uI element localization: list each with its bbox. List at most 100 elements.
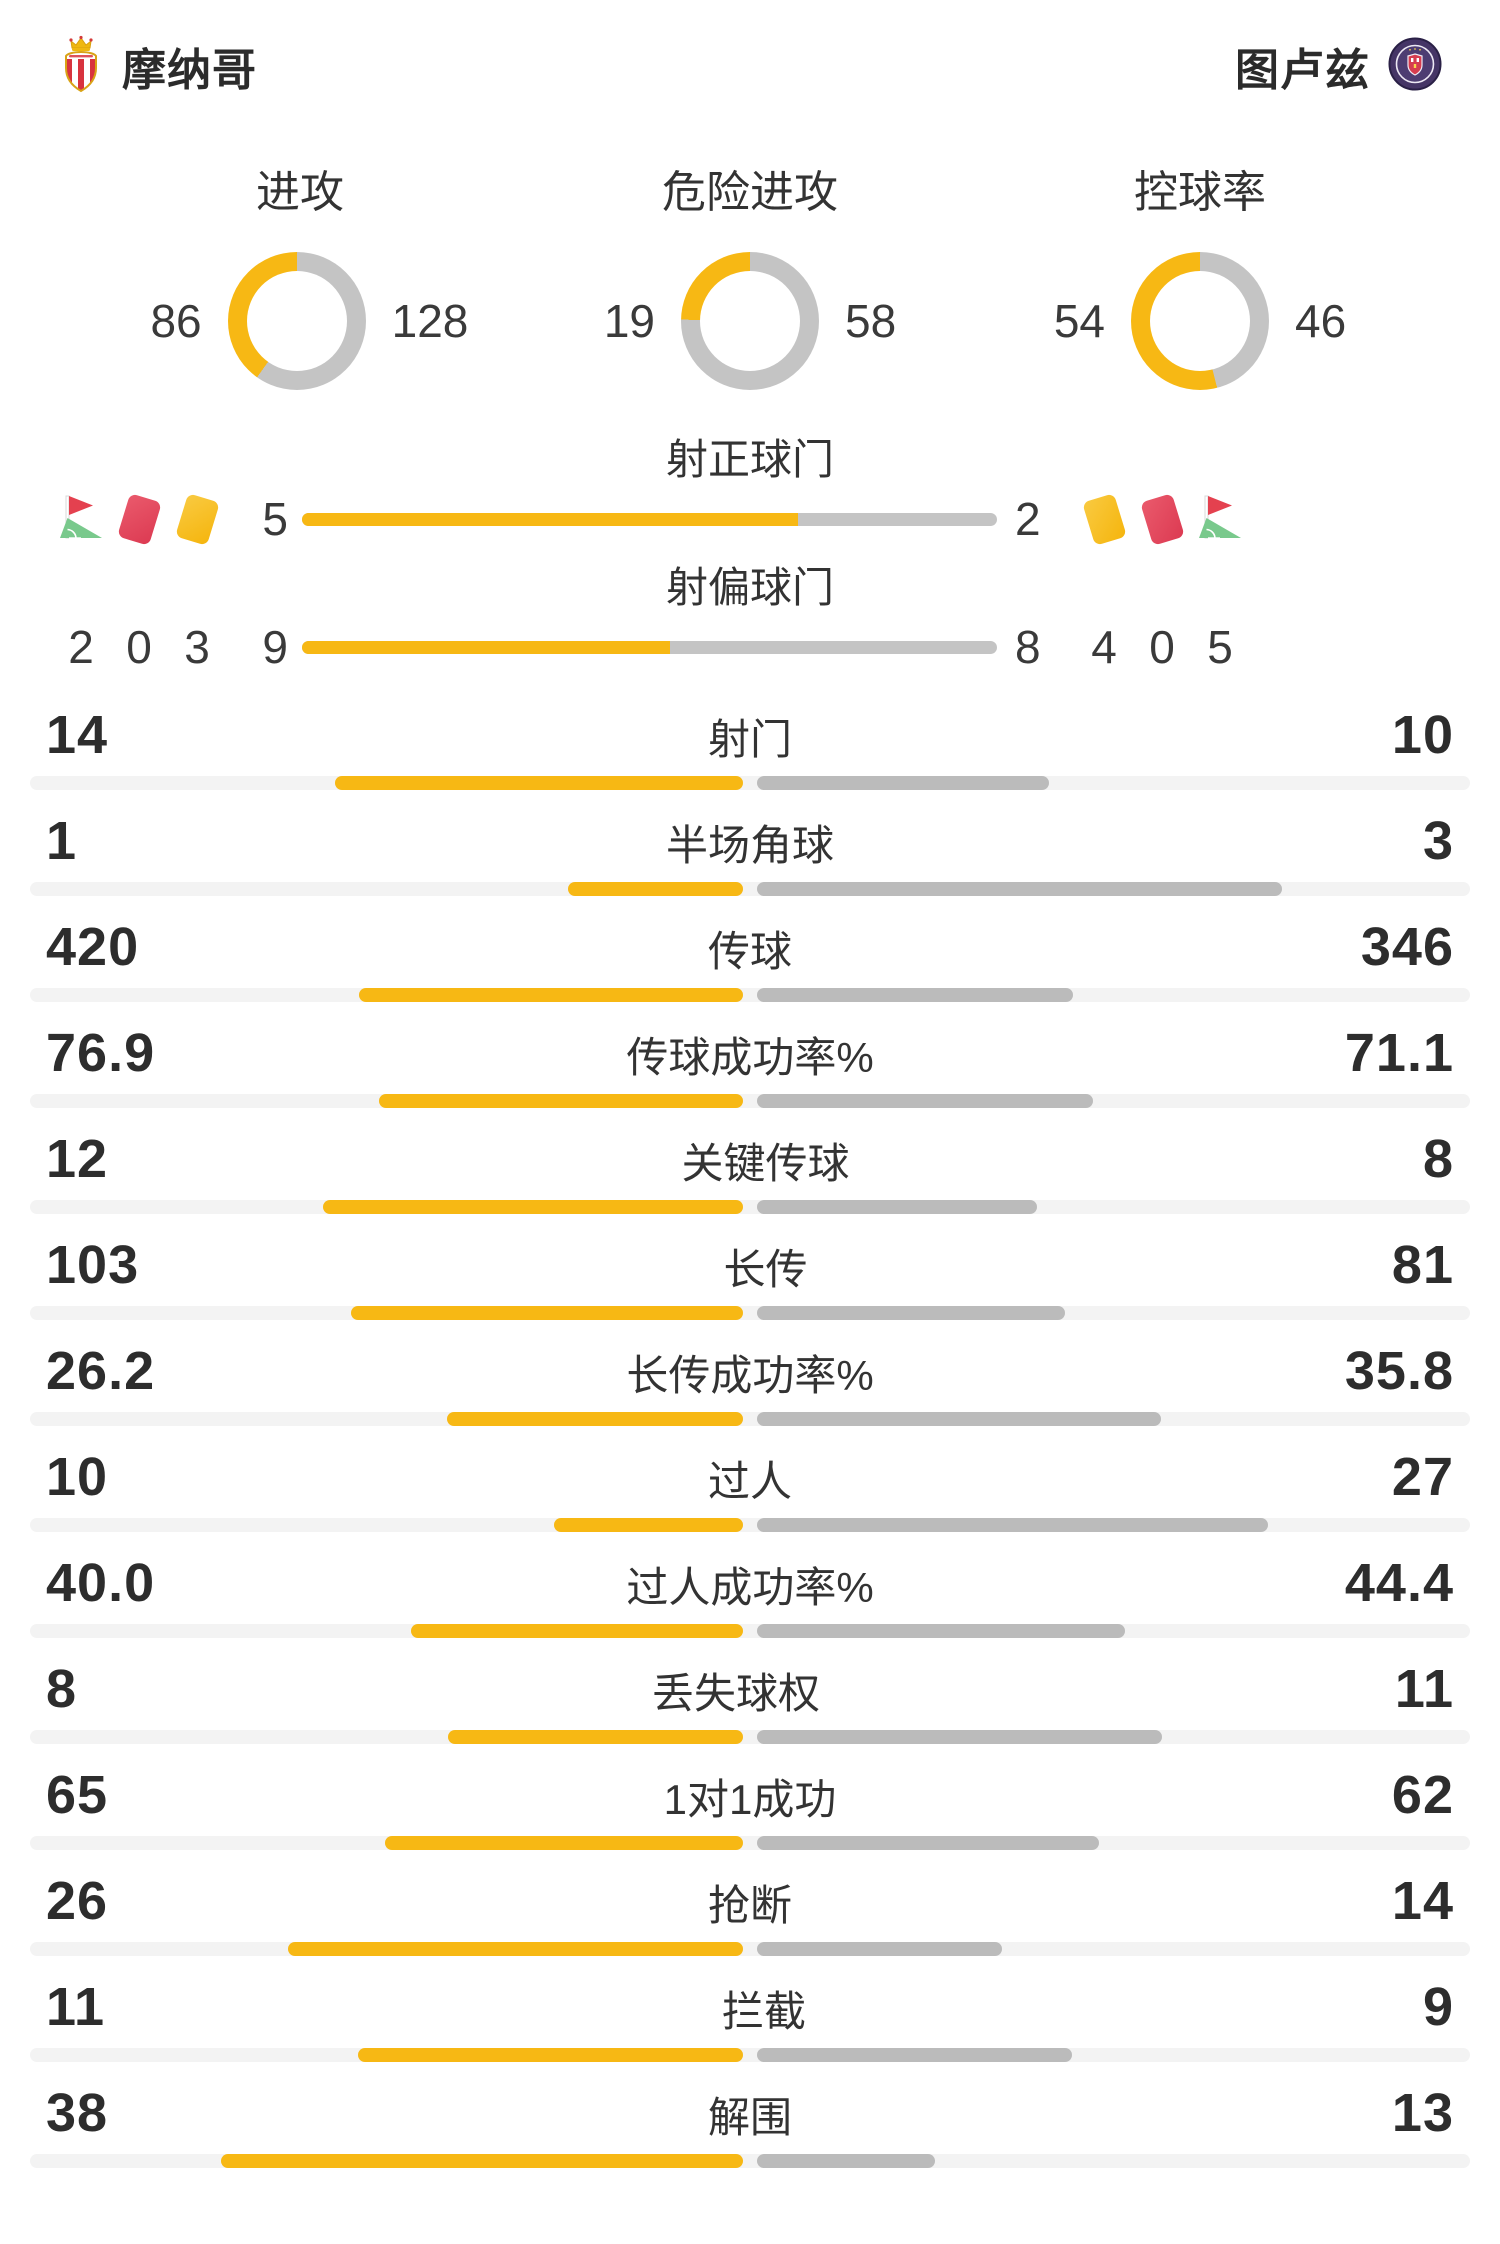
yellow-card-icon bbox=[168, 492, 226, 546]
home-red-cards-count: 0 bbox=[126, 621, 152, 673]
match-header: 摩纳哥 图卢兹 bbox=[0, 0, 1500, 98]
stat-bar-track bbox=[30, 776, 1470, 790]
shots-off-target-away-value: 8 bbox=[1015, 621, 1041, 673]
shots-on-target-away-value: 2 bbox=[1015, 493, 1041, 545]
stat-away-value: 14 bbox=[1391, 1871, 1454, 1931]
stat-label: 解围 bbox=[707, 2093, 792, 2141]
discipline-counts-away: 4 0 5 bbox=[1075, 620, 1251, 674]
stat-bar-away-fill bbox=[757, 1094, 1093, 1108]
stat-bar-away-fill bbox=[757, 2048, 1072, 2062]
stat-home-value: 10 bbox=[46, 1447, 109, 1507]
stat-bar-home-fill bbox=[448, 1730, 743, 1744]
home-yellow-cards-count: 3 bbox=[184, 621, 210, 673]
red-card-icon bbox=[110, 492, 168, 546]
stat-away-value: 346 bbox=[1360, 917, 1454, 977]
stat-label: 过人成功率% bbox=[626, 1563, 874, 1611]
stat-row: 8 丢失球权 11 bbox=[30, 1660, 1470, 1766]
corner-flag-icon bbox=[52, 492, 110, 546]
stat-home-value: 26 bbox=[46, 1871, 109, 1931]
stat-bar-away-fill bbox=[757, 1200, 1037, 1214]
stat-bar-home-fill bbox=[359, 988, 743, 1002]
stat-away-value: 44.4 bbox=[1344, 1553, 1454, 1613]
stat-bar-home-fill bbox=[554, 1518, 743, 1532]
stat-bar-away-fill bbox=[757, 882, 1282, 896]
stat-away-value: 9 bbox=[1422, 1977, 1454, 2037]
donut-attacks: 进攻 86 128 bbox=[88, 156, 512, 390]
stat-bar-away-fill bbox=[757, 1518, 1268, 1532]
stat-row: 38 解围 13 bbox=[30, 2084, 1470, 2190]
stat-bar-away-fill bbox=[757, 1624, 1125, 1638]
stat-bar-track bbox=[30, 988, 1470, 1002]
discipline-icons-away bbox=[1075, 492, 1251, 546]
stat-row: 11 拦截 9 bbox=[30, 1978, 1470, 2084]
stat-away-value: 62 bbox=[1391, 1765, 1454, 1825]
stat-away-value: 13 bbox=[1391, 2083, 1454, 2143]
stat-row: 65 1对1成功 62 bbox=[30, 1766, 1470, 1872]
shots-off-target-bar bbox=[302, 640, 997, 654]
away-yellow-cards-count: 4 bbox=[1091, 621, 1117, 673]
stat-bar-away-fill bbox=[757, 776, 1049, 790]
stat-row: 10 过人 27 bbox=[30, 1448, 1470, 1554]
stat-bar-track bbox=[30, 2154, 1470, 2168]
stat-row: 14 射门 10 bbox=[30, 706, 1470, 812]
stat-home-value: 8 bbox=[46, 1659, 78, 1719]
stat-home-value: 40.0 bbox=[46, 1553, 156, 1613]
donut-possession-chart bbox=[1131, 252, 1269, 390]
away-team-name: 图卢兹 bbox=[1235, 46, 1370, 95]
shots-section: 射正球门 5 2 bbox=[0, 434, 1500, 680]
donut-possession-away-value: 46 bbox=[1295, 295, 1347, 347]
stat-label: 过人 bbox=[707, 1457, 792, 1505]
shots-on-target-home-fill bbox=[302, 512, 799, 526]
home-team-name: 摩纳哥 bbox=[122, 46, 257, 95]
shots-on-target-bar bbox=[302, 512, 997, 526]
stat-label: 长传 bbox=[723, 1245, 808, 1293]
stat-label: 拦截 bbox=[722, 1987, 807, 2035]
stat-bar-away-fill bbox=[757, 2154, 935, 2168]
donut-possession-title: 控球率 bbox=[1134, 168, 1266, 217]
stat-row: 12 关键传球 8 bbox=[30, 1130, 1470, 1236]
stat-bar-track bbox=[30, 1624, 1470, 1638]
donut-dangerous-attacks-home-value: 19 bbox=[603, 295, 655, 347]
donut-possession-home-value: 54 bbox=[1053, 295, 1105, 347]
donut-attacks-away-value: 128 bbox=[391, 295, 469, 347]
stat-label: 半场角球 bbox=[665, 821, 834, 869]
stat-row: 40.0 过人成功率% 44.4 bbox=[30, 1554, 1470, 1660]
corner-flag-icon bbox=[1191, 492, 1249, 546]
stat-row: 103 长传 81 bbox=[30, 1236, 1470, 1342]
stat-home-value: 65 bbox=[46, 1765, 109, 1825]
stat-bar-track bbox=[30, 882, 1470, 896]
stat-label: 丢失球权 bbox=[651, 1669, 820, 1717]
red-card-icon bbox=[1133, 492, 1191, 546]
stats-list: 14 射门 10 1 半场角球 3 420 传球 346 76.9 传球成功率% 71.1 12 关键传球… bbox=[0, 706, 1500, 2190]
stat-label: 传球成功率% bbox=[626, 1033, 874, 1081]
shots-off-target-home-fill bbox=[302, 640, 670, 654]
stat-bar-home-fill bbox=[221, 2154, 743, 2168]
stat-home-value: 103 bbox=[46, 1235, 140, 1295]
stat-bar-track bbox=[30, 2048, 1470, 2062]
yellow-card-icon bbox=[1075, 492, 1133, 546]
stat-away-value: 27 bbox=[1391, 1447, 1454, 1507]
stat-bar-track bbox=[30, 1412, 1470, 1426]
stat-home-value: 420 bbox=[46, 917, 140, 977]
stat-label: 1对1成功 bbox=[663, 1775, 837, 1823]
stat-bar-home-fill bbox=[568, 882, 743, 896]
stat-bar-away-fill bbox=[757, 1836, 1099, 1850]
donut-charts: 进攻 86 128 危险进攻 19 58 控球率 54 46 bbox=[0, 156, 1500, 390]
stat-bar-track bbox=[30, 1942, 1470, 1956]
home-corners-count: 2 bbox=[68, 621, 94, 673]
stat-away-value: 11 bbox=[1394, 1659, 1454, 1719]
stat-bar-track bbox=[30, 1730, 1470, 1744]
stat-bar-home-fill bbox=[351, 1306, 743, 1320]
stat-bar-home-fill bbox=[358, 2048, 743, 2062]
stat-bar-track bbox=[30, 1518, 1470, 1532]
stat-bar-track bbox=[30, 1200, 1470, 1214]
stat-bar-home-fill bbox=[385, 1836, 743, 1850]
away-red-cards-count: 0 bbox=[1149, 621, 1175, 673]
stat-bar-home-fill bbox=[323, 1200, 743, 1214]
stat-bar-track bbox=[30, 1836, 1470, 1850]
stat-home-value: 26.2 bbox=[46, 1341, 156, 1401]
donut-attacks-home-value: 86 bbox=[150, 295, 202, 347]
stat-home-value: 14 bbox=[46, 705, 109, 765]
away-team-logo bbox=[1388, 37, 1442, 96]
stat-home-value: 38 bbox=[46, 2083, 109, 2143]
